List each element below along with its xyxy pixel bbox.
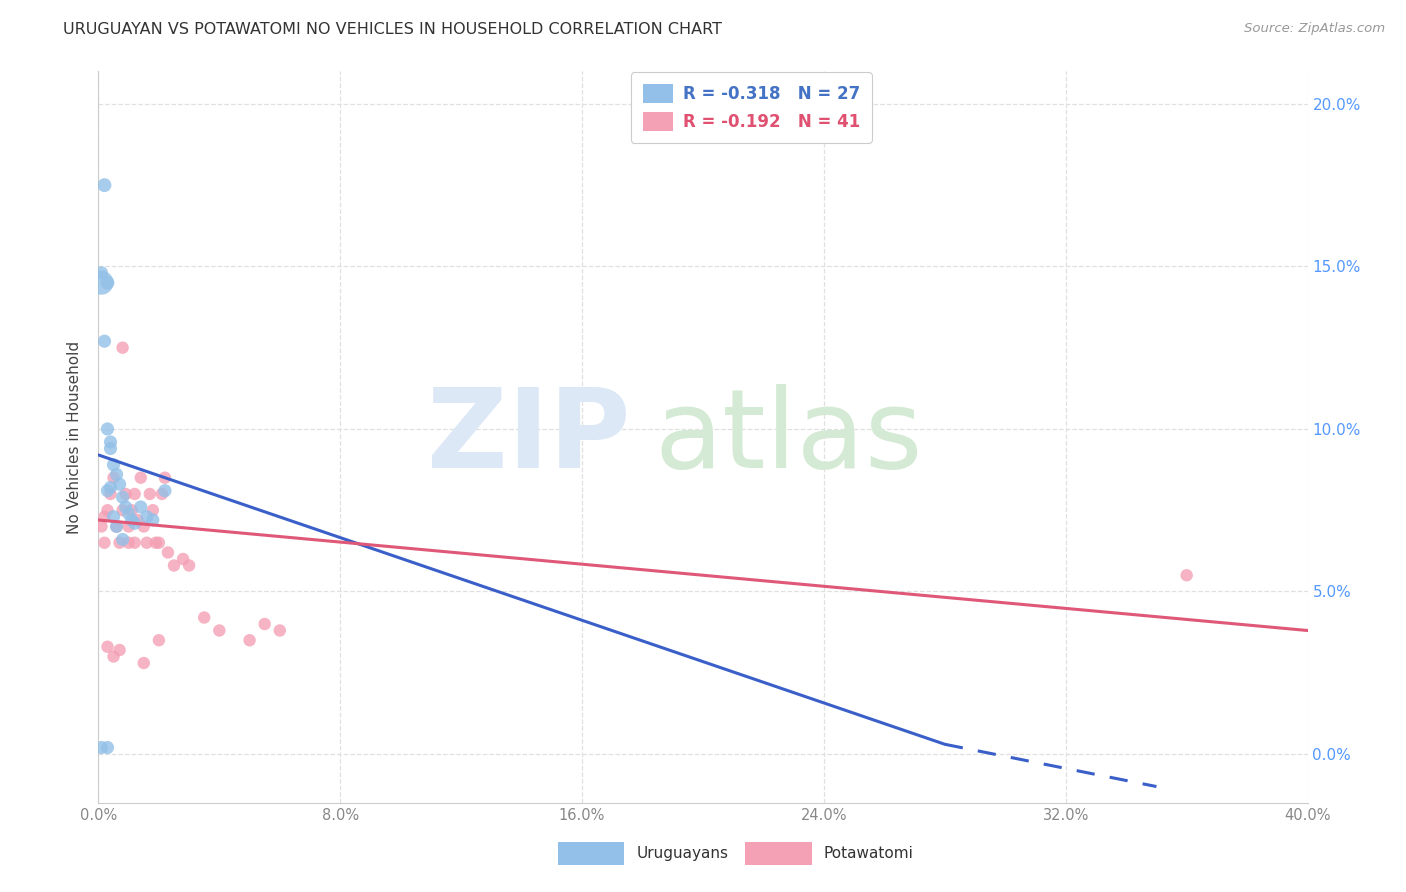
Point	[193, 610, 215, 624]
Point	[111, 341, 134, 355]
Point	[108, 535, 131, 549]
Point	[100, 487, 122, 501]
Point	[135, 535, 157, 549]
Point	[148, 633, 170, 648]
Y-axis label: No Vehicles in Household: No Vehicles in Household	[67, 341, 83, 533]
Point	[118, 507, 141, 521]
Point	[103, 458, 125, 472]
Text: atlas: atlas	[655, 384, 924, 491]
Point	[148, 535, 170, 549]
Point	[118, 535, 141, 549]
Point	[156, 545, 179, 559]
Point	[239, 633, 262, 648]
Point	[96, 276, 118, 290]
Point	[269, 624, 291, 638]
Point	[124, 487, 146, 501]
Point	[142, 503, 165, 517]
Point	[100, 480, 122, 494]
Point	[253, 617, 276, 632]
Point	[121, 503, 143, 517]
Point	[132, 656, 155, 670]
Point	[93, 334, 115, 348]
Point	[172, 552, 194, 566]
Point	[96, 740, 118, 755]
Point	[103, 649, 125, 664]
Point	[105, 467, 128, 482]
Point	[153, 471, 176, 485]
Point	[93, 178, 115, 193]
FancyBboxPatch shape	[745, 841, 811, 865]
Point	[124, 535, 146, 549]
Point	[142, 513, 165, 527]
Point	[96, 422, 118, 436]
Point	[135, 509, 157, 524]
Point	[96, 503, 118, 517]
Point	[103, 509, 125, 524]
Point	[145, 535, 167, 549]
Point	[105, 519, 128, 533]
FancyBboxPatch shape	[558, 841, 624, 865]
Text: Source: ZipAtlas.com: Source: ZipAtlas.com	[1244, 22, 1385, 36]
Point	[93, 509, 115, 524]
Point	[90, 519, 112, 533]
Point	[139, 487, 162, 501]
Text: Uruguayans: Uruguayans	[637, 846, 728, 861]
Point	[153, 483, 176, 498]
Point	[100, 434, 122, 449]
Point	[93, 535, 115, 549]
Point	[90, 266, 112, 280]
Point	[114, 487, 136, 501]
Point	[129, 471, 152, 485]
Point	[132, 519, 155, 533]
Point	[105, 519, 128, 533]
Point	[111, 503, 134, 517]
Point	[163, 558, 186, 573]
Point	[124, 516, 146, 531]
Point	[114, 500, 136, 514]
Point	[96, 483, 118, 498]
Point	[150, 487, 173, 501]
Point	[118, 519, 141, 533]
Point	[111, 533, 134, 547]
Point	[108, 643, 131, 657]
Legend: R = -0.318   N = 27, R = -0.192   N = 41: R = -0.318 N = 27, R = -0.192 N = 41	[631, 72, 872, 143]
Point	[208, 624, 231, 638]
Point	[103, 471, 125, 485]
Point	[127, 513, 149, 527]
Point	[90, 740, 112, 755]
Point	[1175, 568, 1198, 582]
Point	[90, 276, 112, 290]
Text: URUGUAYAN VS POTAWATOMI NO VEHICLES IN HOUSEHOLD CORRELATION CHART: URUGUAYAN VS POTAWATOMI NO VEHICLES IN H…	[63, 22, 723, 37]
Text: ZIP: ZIP	[427, 384, 630, 491]
Point	[100, 442, 122, 456]
Point	[129, 500, 152, 514]
Point	[96, 640, 118, 654]
Text: Potawatomi: Potawatomi	[824, 846, 914, 861]
Point	[179, 558, 201, 573]
Point	[108, 477, 131, 491]
Point	[111, 490, 134, 504]
Point	[121, 513, 143, 527]
